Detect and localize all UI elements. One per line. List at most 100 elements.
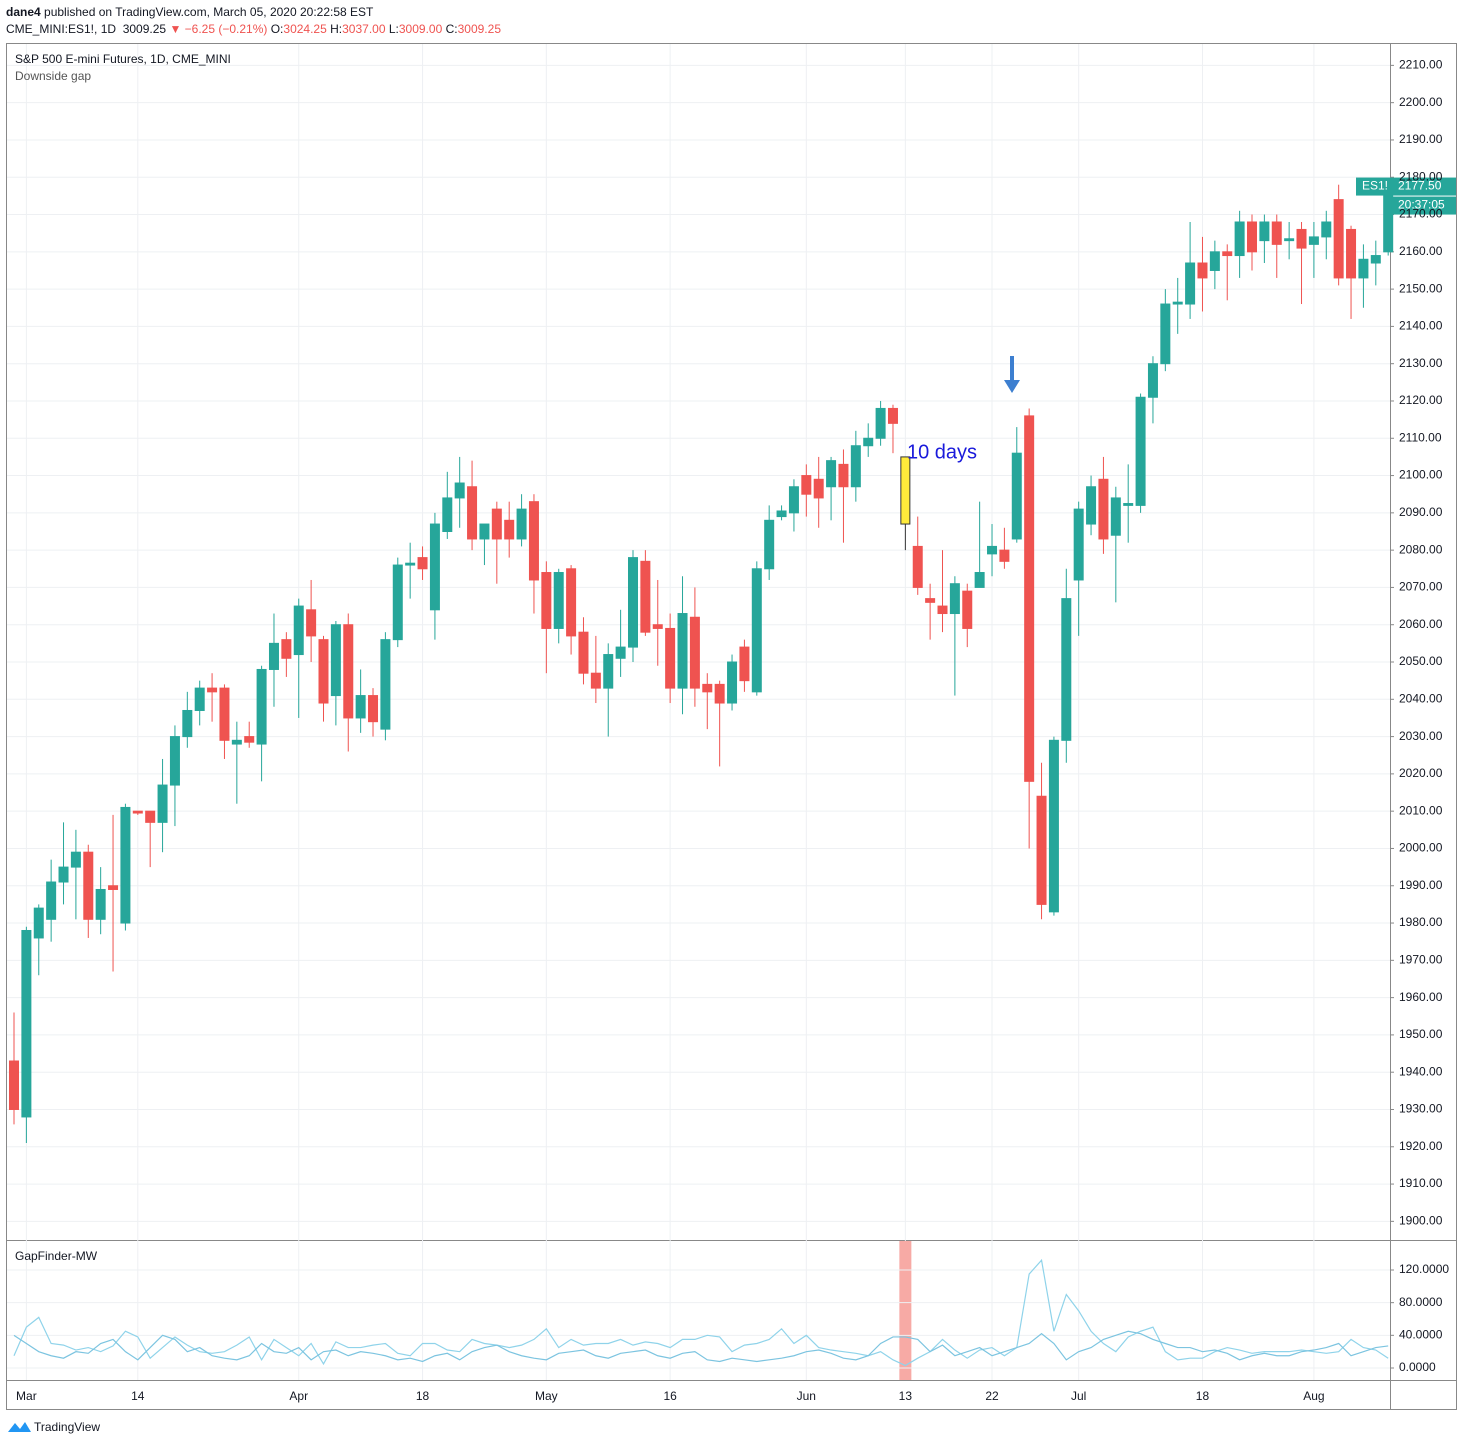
candle-body <box>1333 199 1344 279</box>
candle-body <box>838 463 849 488</box>
candle-body <box>1259 221 1270 242</box>
candle-body <box>1346 228 1357 279</box>
candle-body <box>1024 415 1035 782</box>
candle-body <box>1036 795 1047 905</box>
candle-body <box>1110 497 1121 536</box>
frame <box>6 43 1457 1410</box>
ohlc-value: 3037.00 <box>342 22 386 36</box>
y-tick-label: 1940.00 <box>1399 1064 1443 1078</box>
footer: TradingView <box>34 1420 100 1434</box>
candle-body <box>330 624 341 697</box>
logo <box>8 1422 31 1432</box>
candle-body <box>1061 598 1072 741</box>
candle-body <box>244 736 255 743</box>
y-tick-label: 2060.00 <box>1399 617 1443 631</box>
y-tick-label: 0.0000 <box>1399 1360 1436 1374</box>
candle-body <box>157 784 168 823</box>
candle-body <box>615 646 626 659</box>
candle-body <box>405 562 416 566</box>
candle-body <box>281 639 292 659</box>
indicator-line <box>13 1330 1389 1363</box>
candle-body <box>33 907 44 939</box>
y-tick-label: 1950.00 <box>1399 1027 1443 1041</box>
candle-body <box>1160 303 1171 365</box>
candle-body <box>194 687 205 711</box>
candle-body <box>850 445 861 488</box>
x-tick-label: Jun <box>797 1389 816 1403</box>
y-tick-label: 2100.00 <box>1399 468 1443 482</box>
y-tick-label: 2050.00 <box>1399 654 1443 668</box>
candle-body <box>887 407 898 424</box>
candle-body <box>949 583 960 615</box>
candle-body <box>937 605 948 615</box>
y-tick-label: 2120.00 <box>1399 393 1443 407</box>
candle-body <box>925 598 936 603</box>
candle-body <box>727 661 738 704</box>
change: ▼ −6.25 (−0.21%) <box>169 22 268 36</box>
candle-body <box>169 736 180 786</box>
x-tick-label: 16 <box>663 1389 677 1403</box>
x-tick-label: 18 <box>416 1389 430 1403</box>
y-tick-label: 1930.00 <box>1399 1102 1443 1116</box>
ohlc-value: 3009.25 <box>457 22 501 36</box>
y-tick-label: 1990.00 <box>1399 878 1443 892</box>
candle-body <box>442 497 453 532</box>
candle-body <box>999 549 1010 562</box>
candle-body <box>1172 301 1183 305</box>
candle-body <box>392 564 403 641</box>
x-tick-label: Apr <box>289 1389 308 1403</box>
candle-body <box>1209 251 1220 271</box>
candle-body <box>578 631 589 674</box>
candle-body <box>1370 255 1381 264</box>
candle-body <box>1271 221 1282 245</box>
candle-body <box>962 590 973 629</box>
y-tick-label: 2130.00 <box>1399 356 1443 370</box>
candle-body <box>120 806 131 924</box>
candle-body <box>132 810 143 814</box>
x-tick-label: 18 <box>1196 1389 1210 1403</box>
y-tick-label: 2180.00 <box>1399 169 1443 183</box>
candle-body <box>1048 739 1059 913</box>
candle-body <box>256 668 267 745</box>
y-tick-label: 2040.00 <box>1399 691 1443 705</box>
candle-body <box>900 456 911 525</box>
candle-body <box>1011 452 1022 540</box>
candle-body <box>1185 262 1196 305</box>
y-tick-label: 2080.00 <box>1399 542 1443 556</box>
candle-body <box>566 568 577 637</box>
candle-body <box>207 687 218 693</box>
candle-body <box>912 545 923 588</box>
candle-body <box>108 885 119 890</box>
ohlc: O:3024.25 H:3037.00 L:3009.00 C:3009.25 <box>271 22 501 36</box>
y-tick-label: 2160.00 <box>1399 244 1443 258</box>
publish-line: dane4 published on TradingView.com, Marc… <box>6 5 373 19</box>
candle-body <box>479 523 490 540</box>
author: dane4 <box>6 5 41 19</box>
gap-band <box>899 1241 912 1380</box>
candle-body <box>628 557 638 648</box>
candle-body <box>343 624 354 719</box>
x-tick-label: 14 <box>131 1389 145 1403</box>
y-tick-label: 1970.00 <box>1399 952 1443 966</box>
symbol: CME_MINI:ES1!, 1D <box>6 22 117 36</box>
y-tick-label: 2170.00 <box>1399 207 1443 221</box>
candle-body <box>987 545 998 555</box>
annotation: 10 days <box>907 441 977 463</box>
last: 3009.25 <box>122 22 167 36</box>
candle-body <box>1098 478 1109 540</box>
candle-body <box>219 687 230 741</box>
candle-body <box>83 851 94 920</box>
y-tick-label: 1900.00 <box>1399 1214 1443 1228</box>
candle-body <box>1383 186 1394 253</box>
last-price-box <box>1356 177 1456 196</box>
candle-body <box>826 460 837 488</box>
candle-body <box>603 654 614 689</box>
ohlc-key: H: <box>330 22 343 36</box>
candle-body <box>974 572 985 588</box>
candle-body <box>1147 363 1158 398</box>
y-tick-label: 2140.00 <box>1399 319 1443 333</box>
indicator-line <box>13 1258 1389 1367</box>
published: published on TradingView.com, March 05, … <box>44 5 374 19</box>
